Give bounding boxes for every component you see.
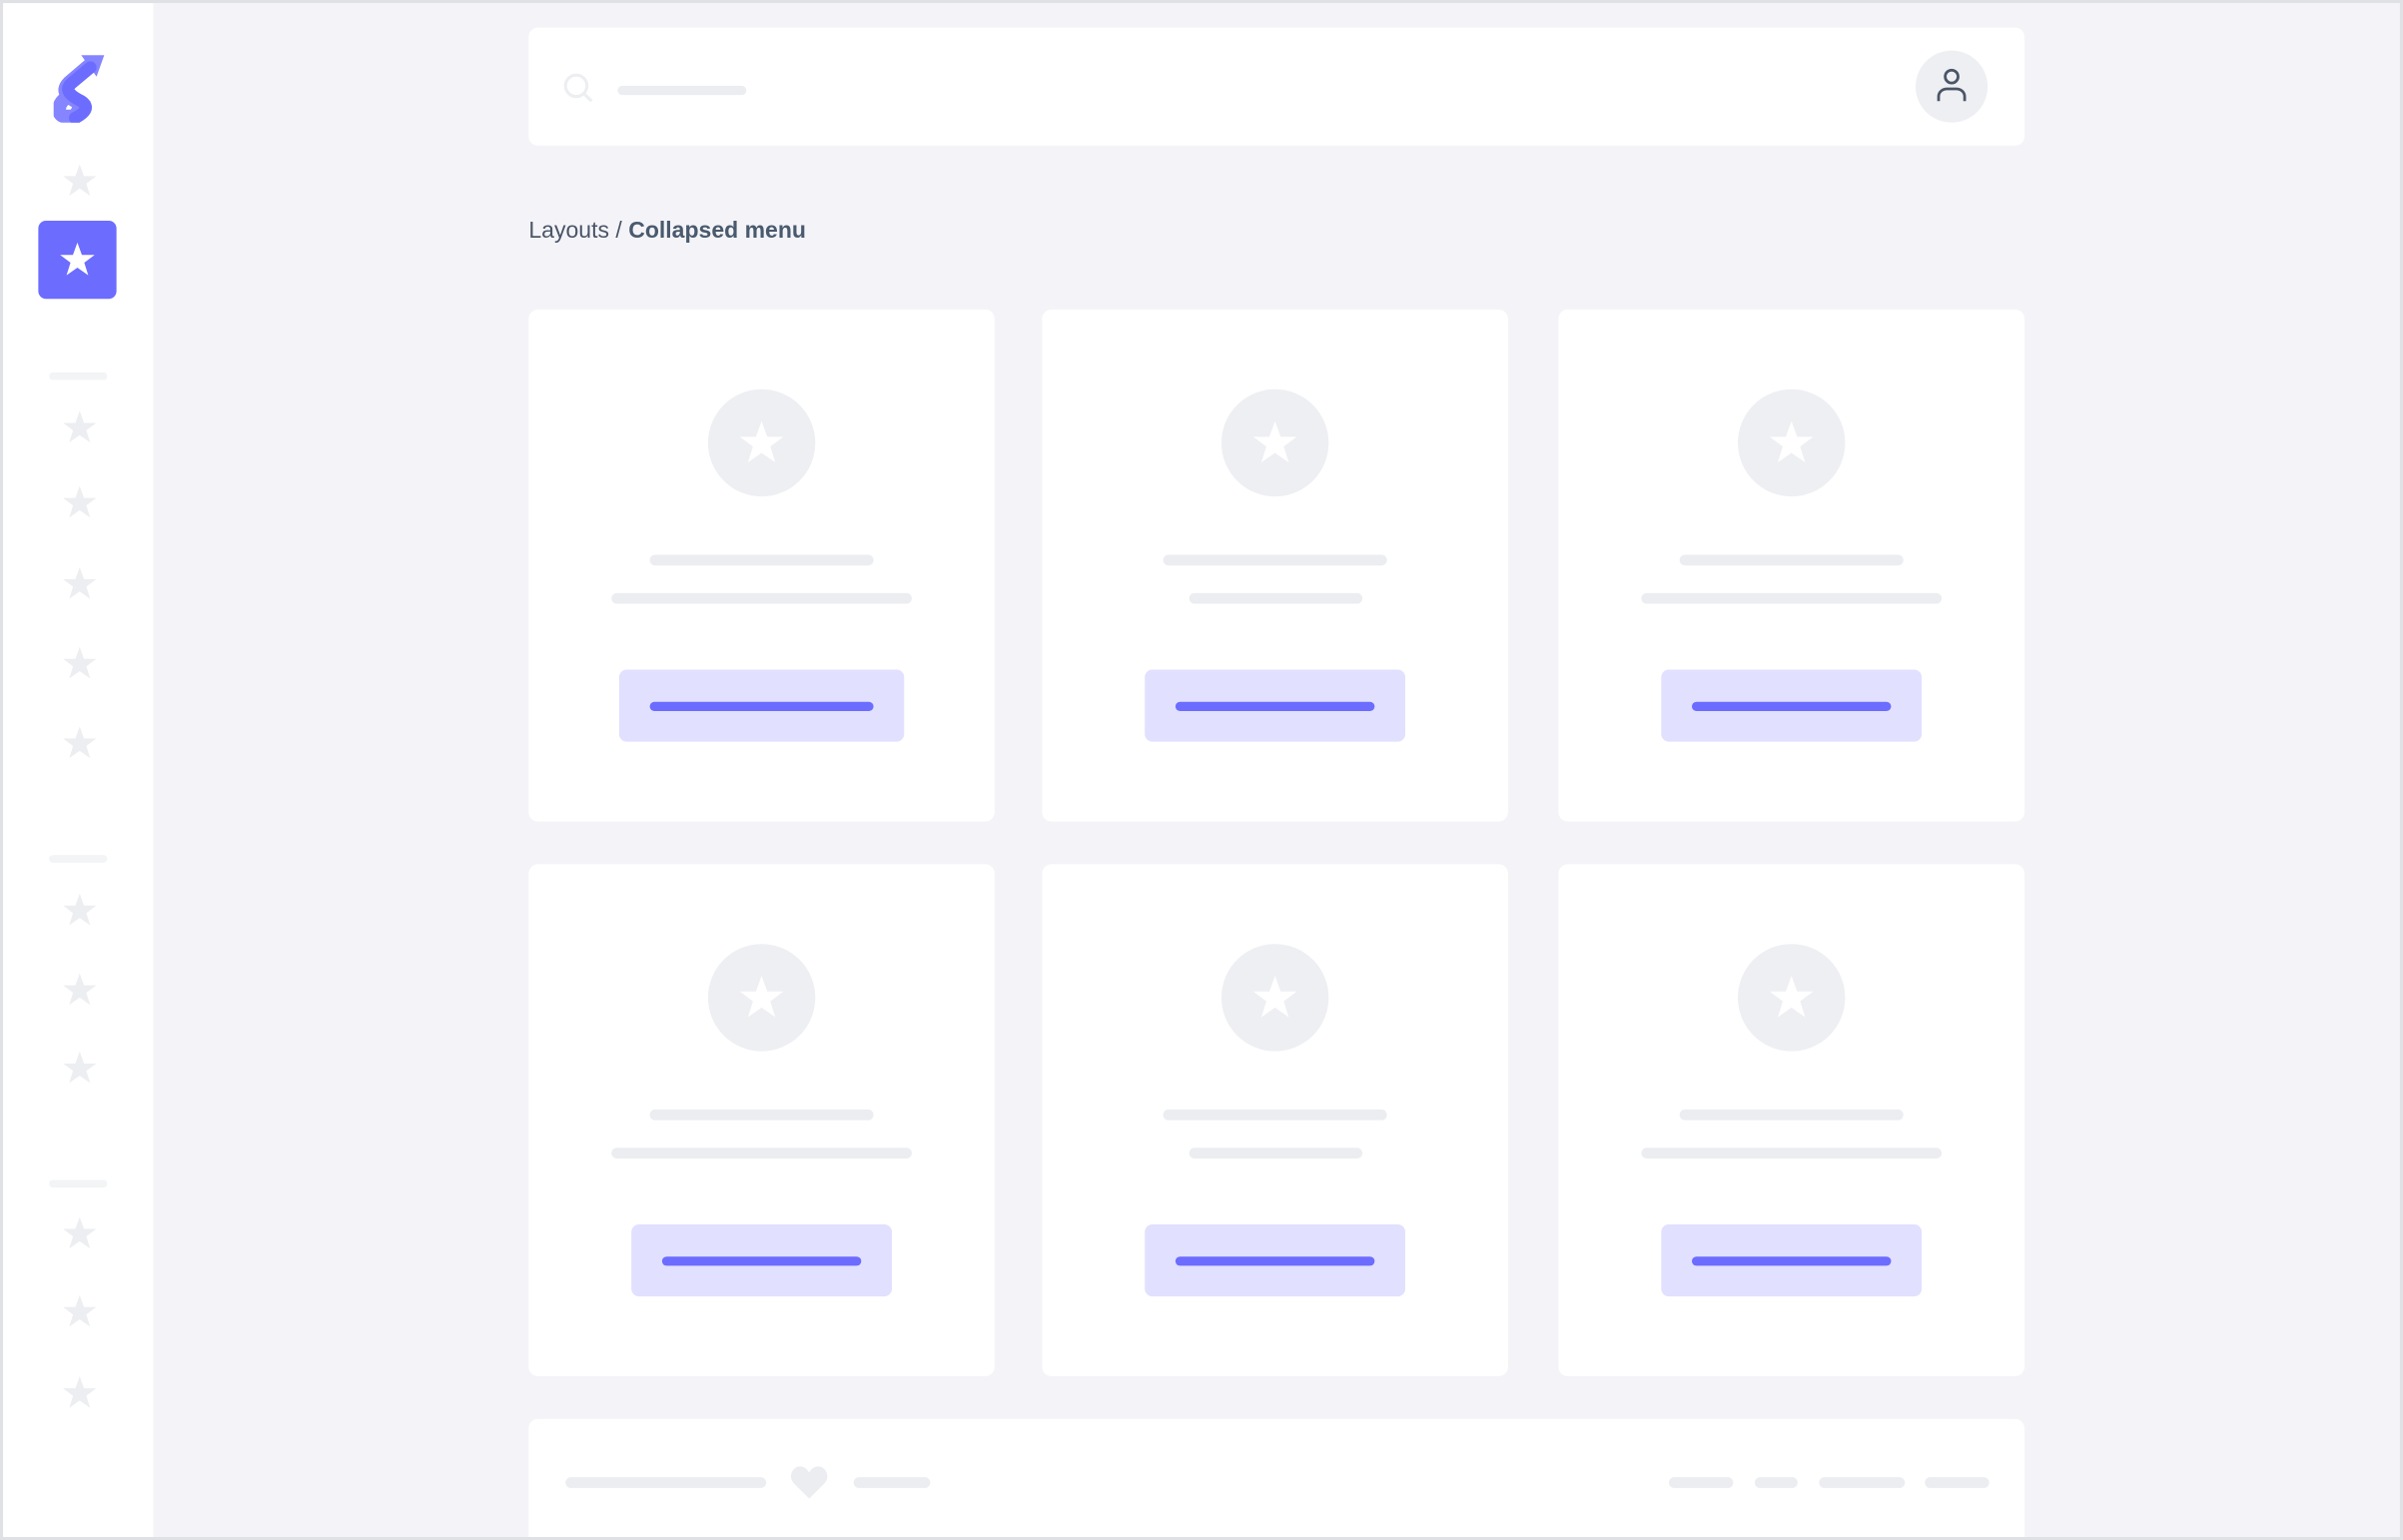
card-title [1679,1109,1904,1121]
search-icon[interactable] [562,72,596,106]
card-icon-circle [1220,944,1329,1052]
breadcrumb-current: Collapsed menu [628,217,806,244]
user-icon [1937,68,1967,102]
sidebar [3,3,154,1538]
sidebar-item[interactable] [60,1373,100,1413]
card-icon-circle [707,388,816,497]
star-icon [63,973,97,1006]
sidebar-item[interactable] [60,1049,100,1089]
sidebar-item[interactable] [60,1213,100,1253]
button-label [1175,1256,1375,1266]
breadcrumb-separator: / [608,217,629,244]
card-action-button[interactable] [1661,669,1923,742]
star-icon [63,726,97,759]
sidebar-item[interactable] [60,407,100,447]
star-icon [63,1216,97,1249]
user-avatar[interactable] [1916,50,1989,123]
breadcrumb-parent[interactable]: Layouts [528,217,609,244]
star-icon [63,164,97,197]
star-icon [1252,420,1297,463]
star-icon [1769,420,1814,463]
footer-link[interactable] [853,1477,931,1488]
sidebar-divider [49,1179,108,1188]
card-description [1641,1148,1943,1159]
star-icon [63,410,97,443]
card-icon-circle [1220,388,1329,497]
search-input[interactable] [617,85,747,96]
star-icon [63,485,97,518]
star-icon [1252,976,1297,1018]
button-label [1691,701,1892,711]
button-label [1691,1256,1892,1266]
sidebar-divider [49,855,108,863]
star-icon [63,1294,97,1327]
sidebar-item[interactable] [60,1291,100,1331]
card-title [649,1109,874,1121]
star-icon [1769,976,1814,1018]
star-icon [60,242,95,276]
sidebar-item[interactable] [60,161,100,201]
sidebar-item[interactable] [60,564,100,604]
card-description [611,592,912,604]
footer-link[interactable] [1754,1477,1798,1488]
sidebar-item[interactable] [60,723,100,763]
star-icon [63,893,97,926]
sidebar-item[interactable] [60,482,100,522]
star-icon [63,1051,97,1084]
card-title [1163,554,1387,566]
star-icon [739,420,784,463]
card-title [649,554,874,566]
star-icon [63,646,97,679]
card-icon-circle [707,944,816,1052]
button-label [649,701,874,711]
top-header [528,27,2024,146]
button-label [1175,701,1375,711]
star-icon [739,976,784,1018]
sidebar-item[interactable] [60,643,100,683]
breadcrumb: Layouts / Collapsed menu [528,218,806,244]
card-title [1163,1109,1387,1121]
card-action-button[interactable] [618,669,905,742]
card-icon-circle [1738,944,1846,1052]
card-description [1641,592,1943,604]
footer [528,1418,2024,1538]
card-action-button[interactable] [631,1223,893,1297]
card [1042,309,1508,822]
footer-link[interactable] [1668,1477,1734,1488]
card-action-button[interactable] [1145,1223,1406,1297]
card-action-button[interactable] [1145,669,1406,742]
button-label [661,1256,862,1266]
footer-link[interactable] [1819,1477,1906,1488]
star-icon [63,566,97,599]
card-title [1679,554,1904,566]
brand-logo[interactable] [52,49,112,125]
footer-link[interactable] [1925,1477,1990,1488]
sidebar-item-active[interactable] [38,220,117,300]
footer-text [565,1477,767,1488]
card-description [1189,1148,1363,1159]
heart-icon [790,1466,828,1499]
card [528,309,995,822]
card-icon-circle [1738,388,1846,497]
card [1558,309,2024,822]
card [1558,864,2024,1376]
card-description [611,1148,912,1159]
card [1042,864,1508,1376]
card-action-button[interactable] [1661,1223,1923,1297]
sidebar-divider [49,372,108,381]
sidebar-item[interactable] [60,890,100,930]
sidebar-item[interactable] [60,970,100,1010]
card-description [1189,592,1363,604]
card [528,864,995,1376]
star-icon [63,1376,97,1408]
